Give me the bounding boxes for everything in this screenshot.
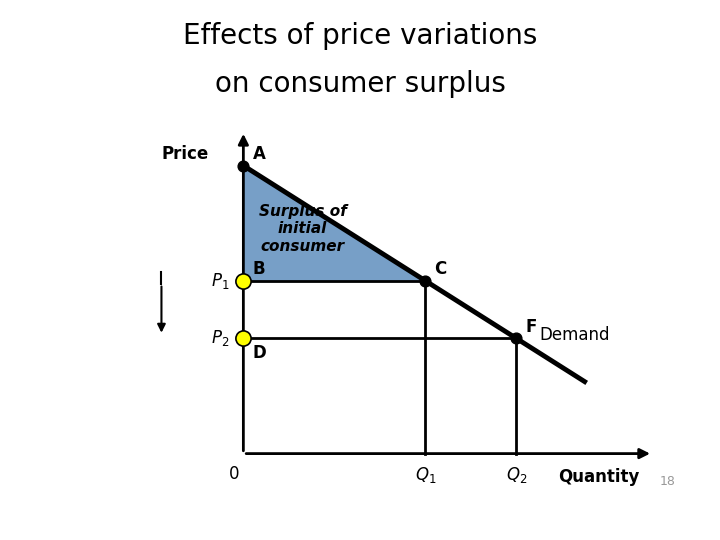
Text: $P_2$: $P_2$ [212,328,230,348]
Text: D: D [253,344,266,362]
Text: on consumer surplus: on consumer surplus [215,70,505,98]
Text: 18: 18 [660,475,675,488]
Text: Surplus of
initial
consumer: Surplus of initial consumer [258,204,346,254]
Text: F: F [526,318,537,335]
Text: B: B [253,260,265,278]
Text: C: C [434,260,446,278]
Polygon shape [243,166,426,281]
Text: Demand: Demand [539,326,610,344]
Point [238,334,249,343]
Text: Price: Price [161,145,209,164]
Text: $Q_2$: $Q_2$ [505,465,527,485]
Text: $Q_1$: $Q_1$ [415,465,436,485]
Point [420,276,431,285]
Point [238,276,249,285]
Text: A: A [253,145,266,163]
Point [510,334,522,343]
Text: Quantity: Quantity [558,468,639,486]
Text: $P_1$: $P_1$ [211,271,230,291]
Point [238,161,249,170]
Text: 0: 0 [229,465,240,483]
Text: Effects of price variations: Effects of price variations [183,22,537,50]
